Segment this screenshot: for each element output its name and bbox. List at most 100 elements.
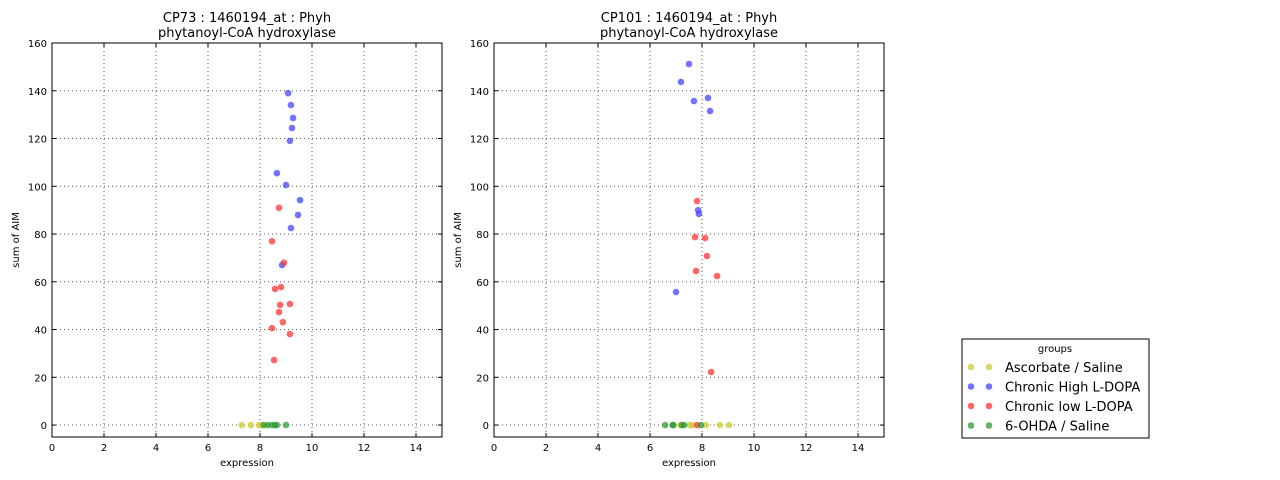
y-tick-label: 120 [470, 135, 489, 146]
y-tick-label: 40 [34, 326, 47, 337]
data-point-chronic-low-l-dopa [703, 252, 711, 260]
data-point-chronic-low-l-dopa [692, 267, 700, 275]
x-tick-label: 12 [800, 443, 813, 454]
data-point-chronic-high-l-dopa [282, 181, 290, 189]
y-tick-label: 20 [476, 373, 489, 384]
data-point-ascorbate-saline [247, 421, 255, 429]
data-point-chronic-high-l-dopa [704, 94, 712, 102]
x-tick-label: 10 [306, 443, 319, 454]
data-point-chronic-high-l-dopa [695, 210, 703, 218]
legend-marker [967, 402, 975, 410]
y-tick-label: 140 [28, 87, 47, 98]
y-tick-label: 60 [34, 278, 47, 289]
data-point-chronic-high-l-dopa [677, 78, 685, 86]
legend-label: Chronic low L-DOPA [1005, 400, 1133, 415]
data-point-chronic-high-l-dopa [273, 169, 281, 177]
x-tick-label: 4 [153, 443, 159, 454]
y-tick-label: 80 [34, 230, 47, 241]
data-point-chronic-low-l-dopa [701, 234, 709, 242]
x-tick-label: 6 [205, 443, 211, 454]
data-point-ascorbate-saline [702, 421, 710, 429]
data-point-chronic-low-l-dopa [691, 233, 699, 241]
legend-marker [967, 363, 975, 371]
data-point-chronic-low-l-dopa [276, 301, 284, 309]
data-point-chronic-low-l-dopa [275, 204, 283, 212]
data-point-chronic-high-l-dopa [685, 60, 693, 68]
data-point-chronic-low-l-dopa [286, 330, 294, 338]
data-point-chronic-low-l-dopa [713, 272, 721, 280]
data-point-chronic-high-l-dopa [284, 89, 292, 97]
x-tick-label: 8 [257, 443, 263, 454]
data-point-6-ohda-saline [282, 421, 290, 429]
data-point-chronic-high-l-dopa [287, 224, 295, 232]
data-point-chronic-low-l-dopa [286, 300, 294, 308]
x-axis-label: expression [220, 458, 274, 469]
data-point-chronic-high-l-dopa [690, 97, 698, 105]
y-tick-label: 140 [470, 87, 489, 98]
x-tick-label: 12 [358, 443, 371, 454]
legend-marker [985, 422, 993, 429]
chart-subtitle: phytanoyl-CoA hydroxylase [158, 26, 336, 41]
data-point-chronic-low-l-dopa [279, 318, 287, 326]
y-tick-label: 0 [41, 421, 47, 432]
data-point-chronic-high-l-dopa [296, 196, 304, 204]
data-point-chronic-high-l-dopa [287, 101, 295, 109]
data-point-ascorbate-saline [238, 421, 246, 429]
data-point-ascorbate-saline [716, 421, 724, 429]
x-tick-label: 8 [699, 443, 705, 454]
data-point-chronic-high-l-dopa [294, 211, 302, 219]
chart-subtitle: phytanoyl-CoA hydroxylase [600, 26, 778, 41]
legend-marker [985, 402, 993, 410]
y-tick-label: 120 [28, 135, 47, 146]
data-point-6-ohda-saline [670, 421, 677, 429]
x-tick-label: 14 [410, 443, 423, 454]
data-point-chronic-low-l-dopa [270, 356, 278, 364]
x-tick-label: 14 [852, 443, 865, 454]
legend-marker [967, 383, 975, 390]
x-tick-label: 0 [491, 443, 497, 454]
x-tick-label: 6 [647, 443, 653, 454]
data-point-chronic-high-l-dopa [706, 107, 714, 115]
data-point-chronic-low-l-dopa [707, 368, 715, 376]
y-tick-label: 100 [28, 182, 47, 193]
data-point-chronic-high-l-dopa [286, 137, 294, 145]
data-point-chronic-low-l-dopa [268, 324, 276, 332]
data-point-ascorbate-saline [688, 421, 696, 429]
legend-marker [967, 422, 975, 429]
x-tick-label: 2 [101, 443, 107, 454]
data-point-chronic-high-l-dopa [288, 124, 296, 132]
data-point-6-ohda-saline [661, 421, 669, 429]
legend-label: 6-OHDA / Saline [1005, 420, 1109, 435]
legend-marker [985, 383, 993, 390]
chart-title: CP73 : 1460194_at : Phyh [163, 11, 331, 26]
data-point-6-ohda-saline [680, 421, 688, 429]
legend: groups Ascorbate / Saline Chronic High L-D… [961, 338, 1150, 439]
data-point-chronic-low-l-dopa [271, 285, 279, 293]
x-axis-label: expression [662, 458, 716, 469]
y-tick-label: 160 [470, 39, 489, 50]
data-point-chronic-low-l-dopa [277, 283, 285, 291]
y-tick-label: 80 [476, 230, 489, 241]
data-point-chronic-low-l-dopa [280, 259, 288, 266]
y-tick-label: 0 [483, 421, 489, 432]
data-point-chronic-high-l-dopa [289, 114, 297, 122]
data-point-ascorbate-saline [725, 421, 733, 429]
x-tick-label: 2 [543, 443, 549, 454]
y-tick-label: 60 [476, 278, 489, 289]
legend-label: Ascorbate / Saline [1005, 361, 1123, 376]
legend-title: groups [1038, 344, 1072, 355]
y-tick-label: 20 [34, 373, 47, 384]
y-tick-label: 160 [28, 39, 47, 50]
data-point-chronic-low-l-dopa [268, 237, 276, 245]
plot-frame [51, 42, 443, 438]
y-tick-label: 100 [470, 182, 489, 193]
data-point-chronic-low-l-dopa [275, 308, 283, 316]
y-axis-label: sum of AIM [11, 212, 22, 268]
x-tick-label: 10 [748, 443, 761, 454]
legend-frame [961, 338, 1150, 439]
plot-frame [493, 42, 885, 438]
legend-marker [985, 363, 993, 371]
